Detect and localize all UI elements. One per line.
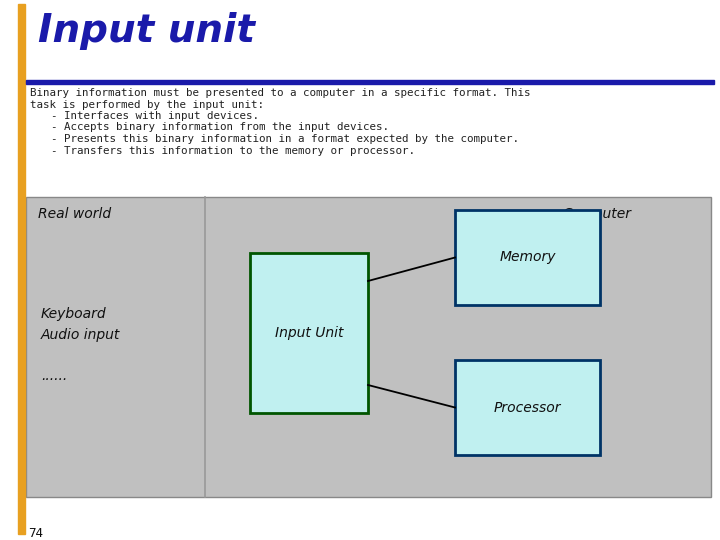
Bar [455,360,600,455]
Text: task is performed by the input unit:: task is performed by the input unit: [30,99,264,110]
Text: Binary information must be presented to a computer in a specific format. This: Binary information must be presented to … [30,88,531,98]
Text: Memory: Memory [499,251,556,265]
Text: 74: 74 [28,527,43,540]
Text: Processor: Processor [494,401,562,415]
Text: Input Unit: Input Unit [275,326,343,340]
Text: Computer: Computer [562,207,631,221]
Text: Keyboard
Audio input

......: Keyboard Audio input ...... [41,307,120,383]
Bar [18,4,25,534]
Text: - Interfaces with input devices.: - Interfaces with input devices. [38,111,259,121]
Text: - Accepts binary information from the input devices.: - Accepts binary information from the in… [38,123,389,132]
Text: - Transfers this information to the memory or processor.: - Transfers this information to the memo… [38,145,415,156]
Bar [250,253,368,413]
Bar [26,80,714,84]
Bar [26,197,711,497]
Text: Real world: Real world [38,207,111,221]
Bar [455,210,600,305]
Text: Input unit: Input unit [38,12,255,50]
Text: - Presents this binary information in a format expected by the computer.: - Presents this binary information in a … [38,134,519,144]
